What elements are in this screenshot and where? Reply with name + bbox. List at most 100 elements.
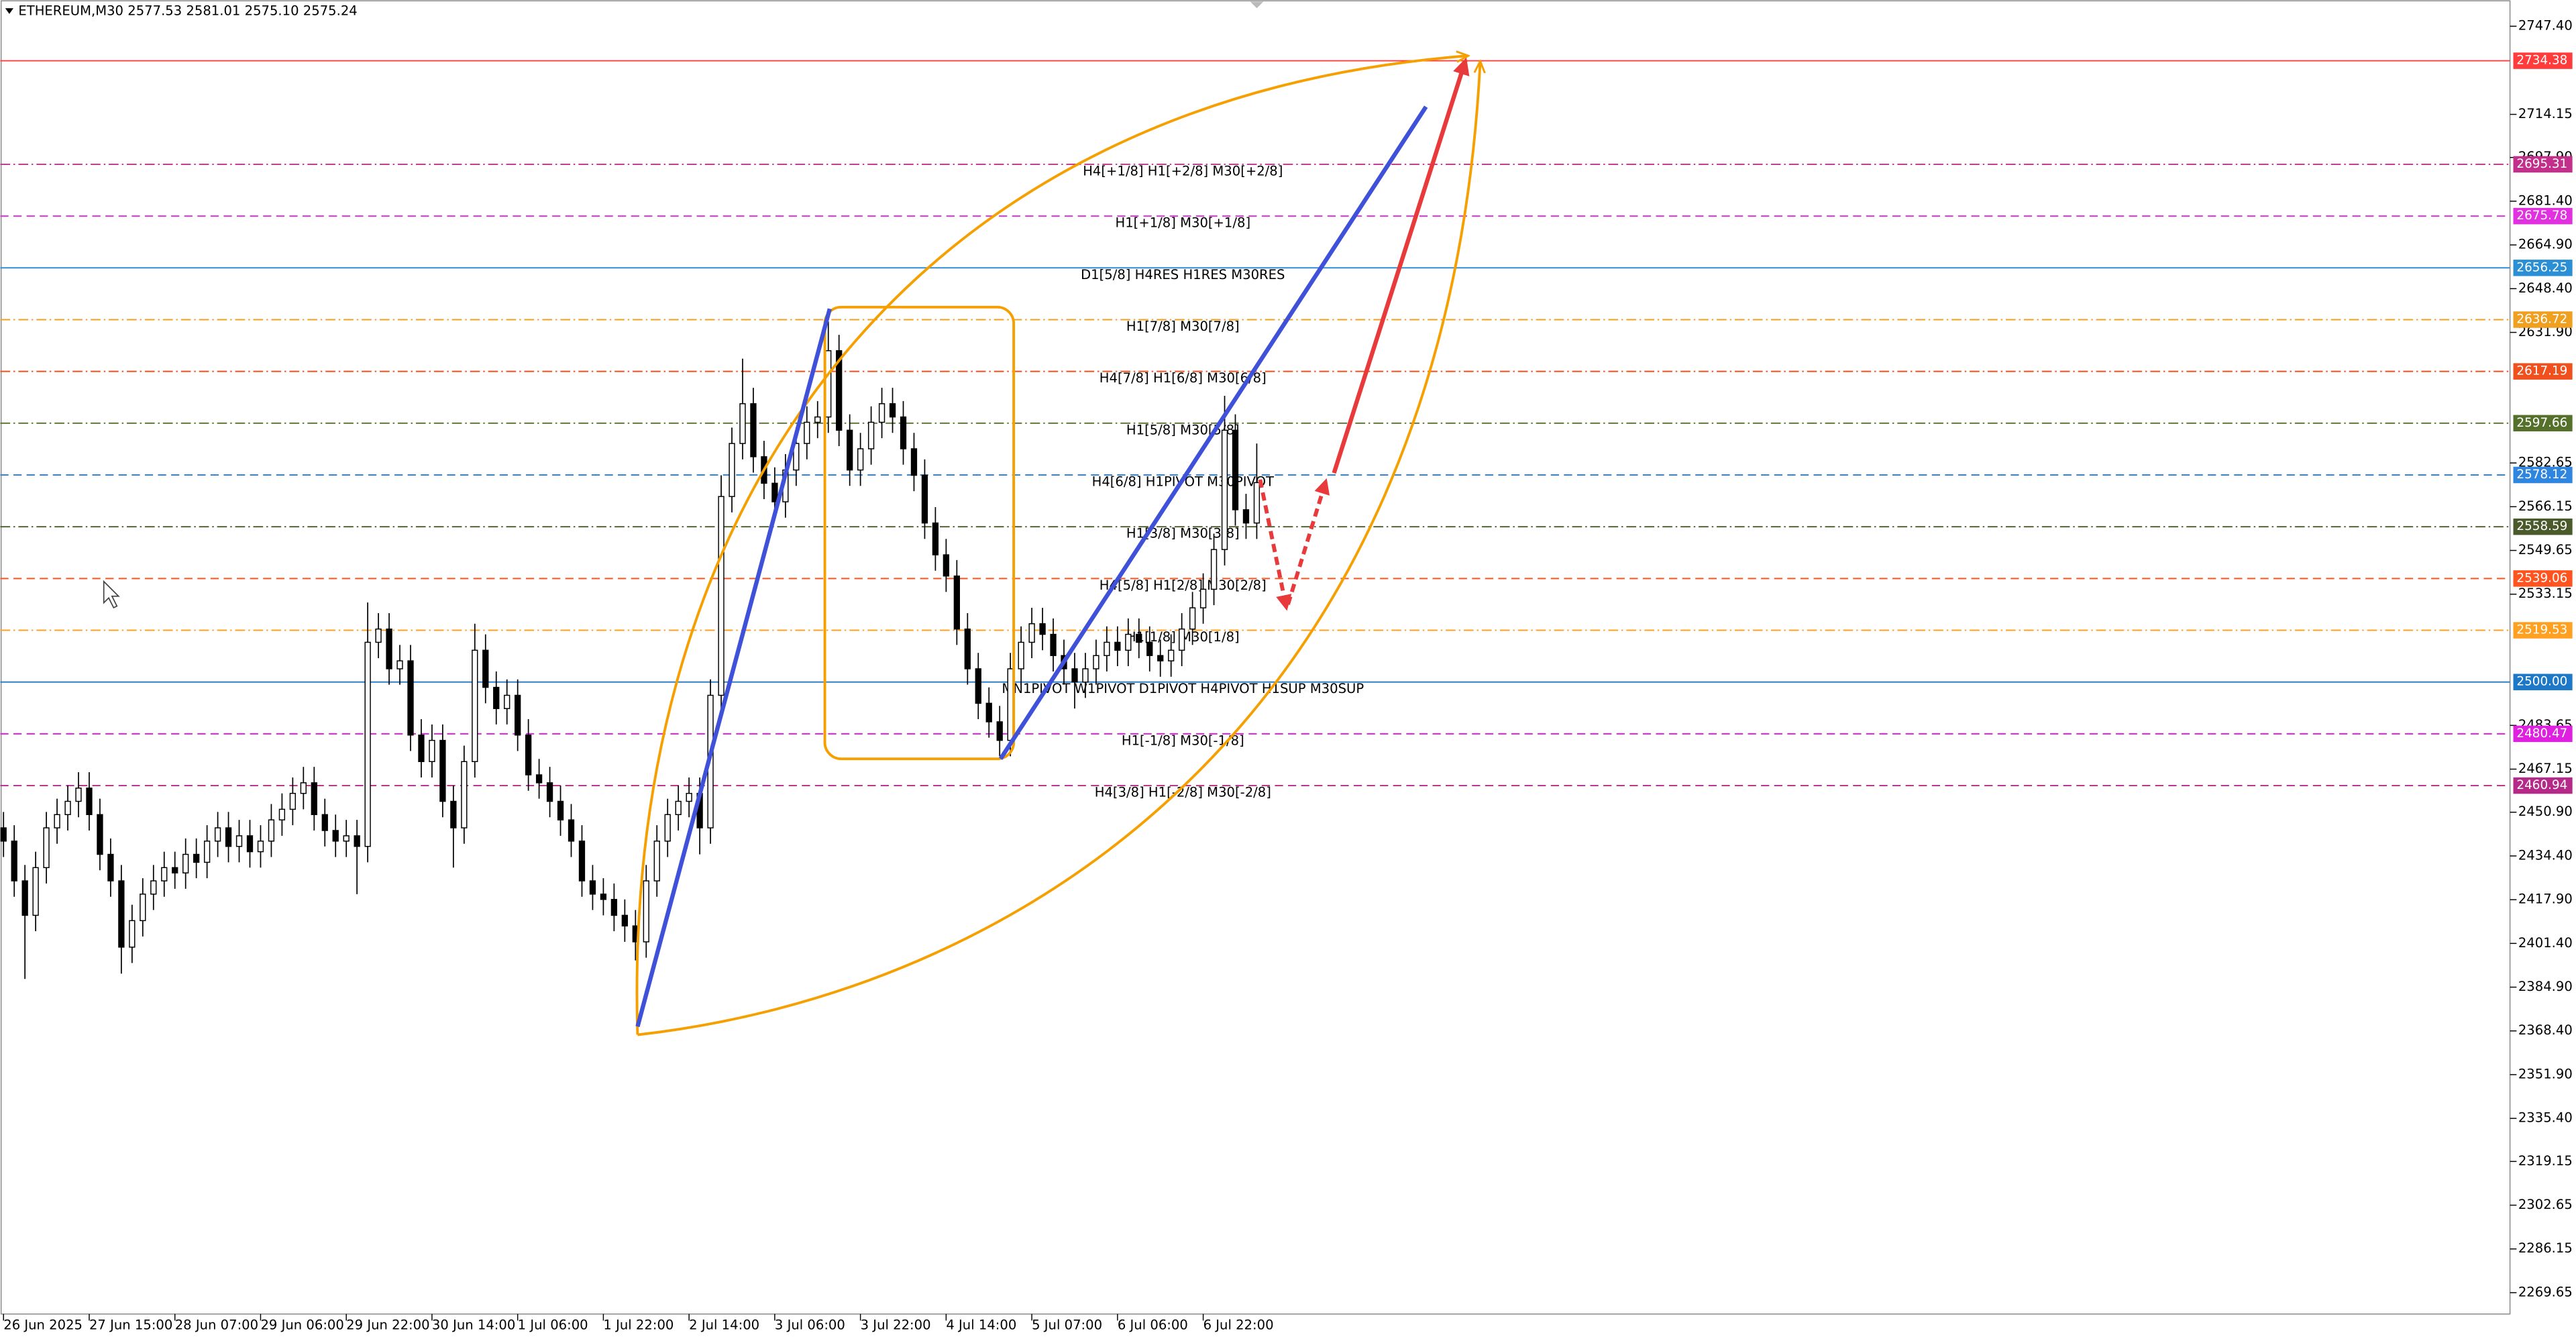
price-tag-label: 2500.00: [2516, 675, 2567, 689]
forecast-dashed-arrow: [1286, 478, 1330, 605]
candle-body: [268, 819, 275, 842]
candle-body: [461, 761, 468, 828]
candle-body: [578, 841, 586, 881]
trend-line: [998, 105, 1428, 760]
price-tag: [2513, 311, 2573, 328]
candle-body: [396, 660, 403, 670]
forecast-dashed-arrow: [1258, 479, 1292, 611]
level-label: H4[7/8] H1[6/8] M30[6/8]: [1099, 370, 1267, 386]
candle-body: [129, 920, 136, 948]
candle-body: [686, 792, 692, 802]
candle-body: [1093, 655, 1099, 670]
candle-body: [1082, 668, 1089, 683]
candle-body: [1114, 641, 1121, 651]
price-tag-label: 2597.66: [2516, 416, 2567, 430]
price-tag-label: 2656.25: [2516, 260, 2567, 274]
candle-body: [493, 686, 500, 709]
candle-body: [86, 788, 93, 816]
candle-body: [610, 898, 618, 916]
level-label: MN1PIVOT W1PIVOT D1PIVOT H4PIVOT H1SUP M…: [1002, 681, 1364, 696]
candle-body: [1253, 482, 1260, 524]
candle-body: [825, 350, 832, 418]
candle-body: [621, 914, 629, 926]
candle-body: [246, 835, 254, 853]
candle-body: [140, 894, 146, 922]
candle-body: [225, 827, 232, 847]
y-tick-label: 2401.40: [2518, 935, 2573, 951]
x-tick-label: 26 Jun 2025: [3, 1317, 83, 1332]
candle-body: [193, 853, 200, 863]
candle-body: [847, 429, 853, 471]
candle-body: [1189, 607, 1196, 630]
candle-body: [1146, 641, 1153, 656]
y-tick-label: 2384.90: [2518, 979, 2573, 994]
candle-body: [32, 867, 39, 916]
candle-body: [600, 894, 607, 900]
price-tag-label: 2695.31: [2516, 157, 2567, 171]
candle-body: [525, 734, 532, 776]
drawings: [5, 1, 1481, 1036]
candle-body: [546, 782, 553, 802]
y-tick-label: 2269.65: [2518, 1284, 2573, 1299]
level-label: H1[7/8] M30[7/8]: [1126, 319, 1240, 334]
candle-body: [729, 443, 735, 497]
candle-body: [21, 880, 28, 916]
price-tag: [2513, 52, 2573, 69]
candle-body: [867, 421, 875, 449]
y-tick-label: 2450.90: [2518, 804, 2573, 819]
candle-body: [814, 416, 821, 423]
level-label: H1[3/8] M30[3/8]: [1126, 526, 1240, 541]
y-tick-label: 2549.65: [2518, 542, 2573, 557]
candle-body: [289, 792, 297, 810]
y-tick-label: 2533.15: [2518, 586, 2573, 601]
candle-body: [953, 575, 960, 630]
range-box: [823, 305, 1016, 761]
candle-body: [203, 841, 211, 863]
candle-body: [1179, 628, 1185, 651]
candle-body: [900, 416, 907, 449]
x-tick-label: 28 Jun 07:00: [175, 1317, 258, 1332]
candle-body: [161, 867, 168, 881]
candle-body: [472, 649, 478, 762]
candle-body: [804, 421, 810, 444]
candle-body: [857, 448, 864, 471]
chart-title: ETHEREUM,M30 2577.53 2581.01 2575.10 257…: [18, 3, 357, 19]
x-tick-label: 1 Jul 22:00: [603, 1317, 674, 1332]
price-tag: [2513, 466, 2573, 484]
x-tick-label: 1 Jul 06:00: [518, 1317, 588, 1332]
candle-body: [300, 782, 307, 794]
y-tick-label: 2664.90: [2518, 237, 2573, 252]
candle-body: [964, 628, 971, 670]
candle-body: [793, 443, 800, 471]
candle-body: [910, 448, 918, 476]
candle-body: [450, 800, 457, 828]
candle-body: [1104, 641, 1110, 656]
candle-body: [1157, 655, 1164, 661]
candle-body: [257, 841, 264, 853]
candle-body: [643, 880, 649, 943]
candle-body: [535, 774, 543, 784]
candle-body: [64, 800, 71, 816]
level-label: H4[5/8] H1[2/8] M30[2/8]: [1099, 578, 1267, 593]
price-tag-label: 2617.19: [2516, 364, 2567, 378]
candle-body: [1018, 641, 1024, 670]
candle-body: [771, 482, 778, 502]
candle-body: [172, 867, 178, 873]
price-tag: [2513, 260, 2573, 276]
x-tick-label: 3 Jul 22:00: [861, 1317, 931, 1332]
price-tag: [2513, 156, 2573, 173]
y-tick-label: 2351.90: [2518, 1066, 2573, 1081]
x-tick-label: 4 Jul 14:00: [946, 1317, 1016, 1332]
price-tag-label: 2636.72: [2516, 312, 2567, 326]
x-tick-label: 6 Jul 22:00: [1203, 1317, 1274, 1332]
level-label: H1[-1/8] M30[-1/8]: [1122, 733, 1244, 748]
y-tick-label: 2335.40: [2518, 1110, 2573, 1126]
candle-body: [482, 649, 489, 688]
candle-body: [750, 403, 757, 458]
price-tag-label: 2675.78: [2516, 209, 2567, 223]
candle-body: [589, 880, 596, 895]
candle-body: [1136, 633, 1142, 643]
price-tag: [2513, 725, 2573, 743]
x-tick-label: 30 Jun 14:00: [432, 1317, 515, 1332]
